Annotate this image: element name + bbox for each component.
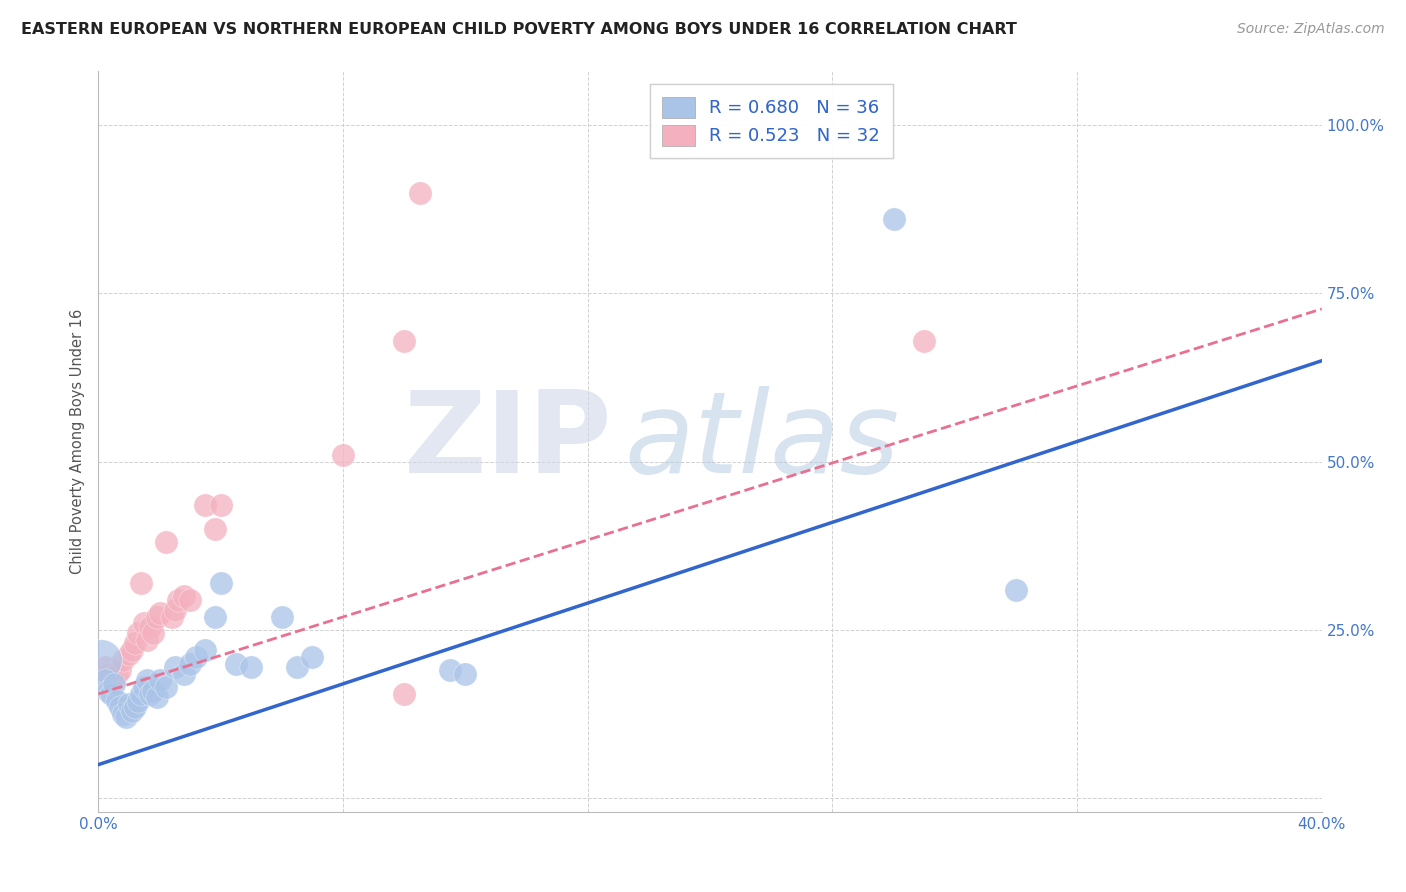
Legend: R = 0.680   N = 36, R = 0.523   N = 32: R = 0.680 N = 36, R = 0.523 N = 32 — [650, 84, 893, 158]
Point — [186, 649, 208, 664]
Point — [121, 643, 143, 657]
Point — [97, 683, 120, 698]
Point — [118, 647, 141, 661]
Point — [121, 704, 143, 718]
Text: Source: ZipAtlas.com: Source: ZipAtlas.com — [1237, 22, 1385, 37]
Point — [209, 499, 232, 513]
Point — [194, 499, 217, 513]
Point — [285, 660, 308, 674]
Text: atlas: atlas — [624, 386, 900, 497]
Point — [142, 626, 165, 640]
Point — [127, 626, 149, 640]
Point — [111, 653, 134, 667]
Point — [93, 673, 115, 688]
Point — [392, 334, 416, 348]
Point — [108, 700, 131, 714]
Point — [240, 660, 263, 674]
Point — [204, 609, 226, 624]
Point — [103, 673, 125, 688]
Point — [129, 575, 152, 590]
Point — [439, 664, 461, 678]
Point — [108, 664, 131, 678]
Point — [408, 186, 430, 200]
Point — [97, 666, 120, 681]
Point — [139, 687, 162, 701]
Point — [100, 687, 122, 701]
Point — [163, 603, 186, 617]
Point — [100, 670, 122, 684]
Point — [163, 660, 186, 674]
Point — [105, 694, 128, 708]
Point — [134, 616, 156, 631]
Point — [332, 448, 354, 462]
Point — [392, 687, 416, 701]
Point — [136, 673, 159, 688]
Point — [173, 666, 195, 681]
Point — [149, 673, 172, 688]
Text: ZIP: ZIP — [404, 386, 612, 497]
Point — [139, 620, 162, 634]
Point — [136, 633, 159, 648]
Point — [124, 636, 146, 650]
Point — [912, 334, 935, 348]
Point — [134, 680, 156, 694]
Point — [204, 522, 226, 536]
Point — [179, 592, 201, 607]
Point — [225, 657, 247, 671]
Point — [142, 683, 165, 698]
Point — [454, 666, 477, 681]
Point — [127, 694, 149, 708]
Point — [1004, 582, 1026, 597]
Point — [155, 535, 177, 549]
Point — [155, 680, 177, 694]
Point — [194, 643, 217, 657]
Point — [124, 700, 146, 714]
Point — [118, 697, 141, 711]
Point — [145, 609, 167, 624]
Text: EASTERN EUROPEAN VS NORTHERN EUROPEAN CHILD POVERTY AMONG BOYS UNDER 16 CORRELAT: EASTERN EUROPEAN VS NORTHERN EUROPEAN CH… — [21, 22, 1017, 37]
Point — [179, 657, 201, 671]
Point — [173, 590, 195, 604]
Point — [160, 609, 183, 624]
Point — [93, 660, 115, 674]
Point — [90, 653, 112, 667]
Y-axis label: Child Poverty Among Boys Under 16: Child Poverty Among Boys Under 16 — [70, 309, 86, 574]
Point — [145, 690, 167, 705]
Point — [111, 707, 134, 722]
Point — [270, 609, 292, 624]
Point — [129, 687, 152, 701]
Point — [883, 212, 905, 227]
Point — [115, 710, 138, 724]
Point — [103, 677, 125, 691]
Point — [209, 575, 232, 590]
Point — [167, 592, 190, 607]
Point — [149, 606, 172, 620]
Point — [301, 649, 323, 664]
Point — [105, 666, 128, 681]
